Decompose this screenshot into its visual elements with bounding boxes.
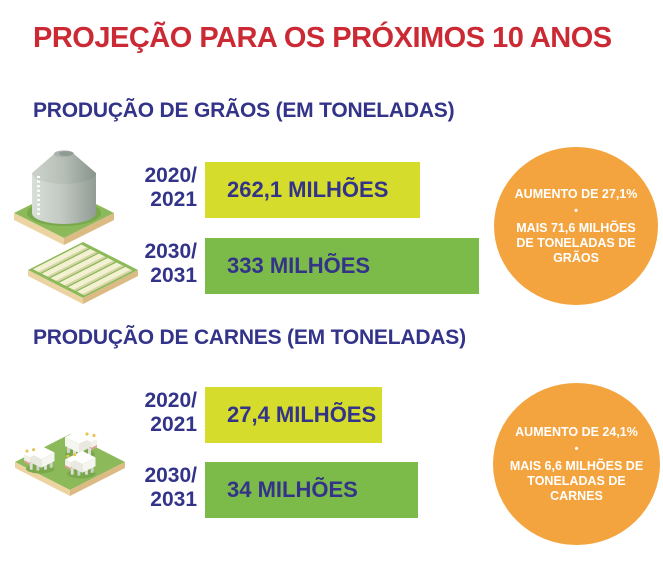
year-top: 2030/ <box>144 464 197 487</box>
section-heading-grains: PRODUÇÃO DE GRÃOS (EM TONELADAS) <box>33 99 455 122</box>
year-label-meat-2030: 2030/ 2031 <box>117 464 197 512</box>
increase-badge-grains: AUMENTO DE 27,1% • MAIS 71,6 MILHÕES DE … <box>494 147 658 305</box>
cattle-icon <box>15 430 125 496</box>
year-bottom: 2031 <box>150 264 197 287</box>
badge-line2: MAIS 6,6 MILHÕES DE TONELADAS DE CARNES <box>509 458 644 503</box>
year-top: 2030/ <box>144 240 197 263</box>
bar-meat-2020: 27,4 MILHÕES <box>205 387 382 443</box>
bar-value-label: 34 MILHÕES <box>227 477 358 502</box>
bar-value-label: 27,4 MILHÕES <box>227 402 377 427</box>
badge-separator: • <box>574 204 578 217</box>
year-label-meat-2020: 2020/ 2021 <box>117 389 197 437</box>
increase-badge-meat: AUMENTO DE 24,1% • MAIS 6,6 MILHÕES DE T… <box>493 383 660 545</box>
badge-line1: AUMENTO DE 24,1% <box>515 424 638 439</box>
badge-line2: MAIS 71,6 MILHÕES DE TONELADAS DE GRÃOS <box>516 220 636 265</box>
year-top: 2020/ <box>144 389 197 412</box>
year-bottom: 2021 <box>150 413 197 436</box>
bar-value-label: 333 MILHÕES <box>227 253 371 278</box>
year-label-grains-2030: 2030/ 2031 <box>117 240 197 288</box>
page-title: PROJEÇÃO PARA OS PRÓXIMOS 10 ANOS <box>33 22 612 54</box>
section-heading-meat: PRODUÇÃO DE CARNES (EM TONELADAS) <box>33 326 466 349</box>
bar-grains-2030: 333 MILHÕES <box>205 238 479 294</box>
bar-grains-2020: 262,1 MILHÕES <box>205 162 420 218</box>
year-label-grains-2020: 2020/ 2021 <box>117 164 197 212</box>
grain-silo-icon <box>14 150 114 245</box>
crop-field-icon <box>28 242 138 304</box>
bar-value-label: 262,1 MILHÕES <box>227 177 389 202</box>
badge-line1: AUMENTO DE 27,1% <box>514 186 638 201</box>
year-top: 2020/ <box>144 164 197 187</box>
year-bottom: 2021 <box>150 188 197 211</box>
badge-separator: • <box>574 442 579 455</box>
bar-meat-2030: 34 MILHÕES <box>205 462 418 518</box>
year-bottom: 2031 <box>150 488 197 511</box>
